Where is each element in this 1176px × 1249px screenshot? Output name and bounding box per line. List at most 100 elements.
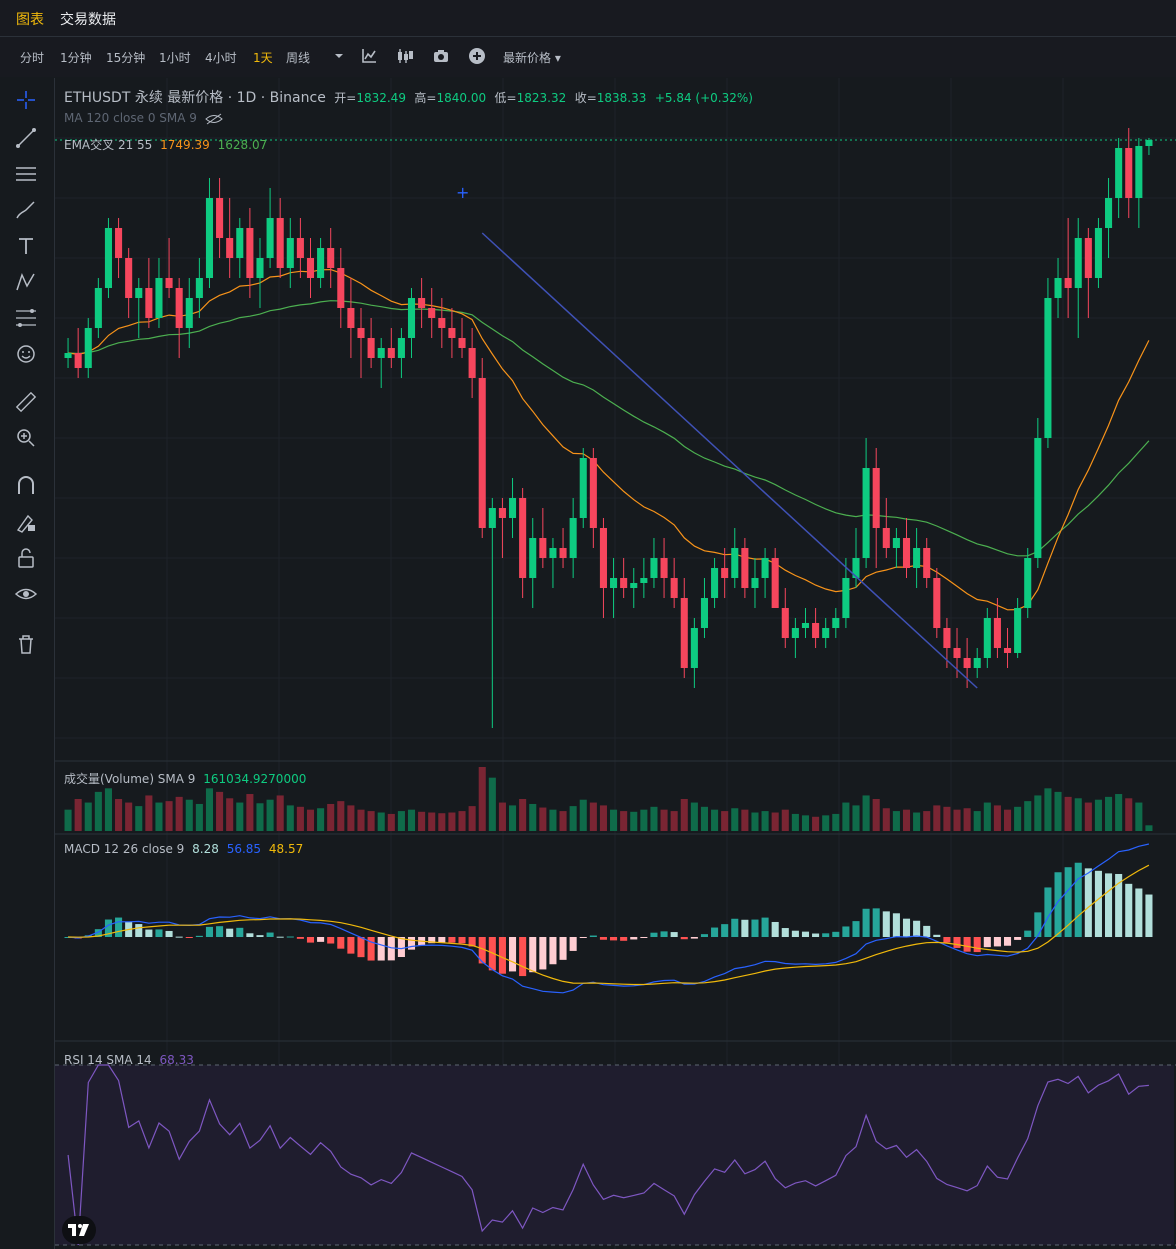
add-plus-icon[interactable]: [468, 47, 486, 65]
rsi-legend: RSI 14 SMA 14 68.33: [64, 1053, 198, 1067]
chart-panes: [55, 139, 1176, 1246]
rsi-value: 68.33: [159, 1053, 194, 1067]
horizontal-lines-icon[interactable]: [14, 162, 38, 186]
macd-histogram-bar: [286, 936, 294, 938]
candle-body: [1135, 146, 1143, 198]
volume-bar: [428, 812, 436, 831]
brush-icon[interactable]: [14, 198, 38, 222]
text-tool-icon[interactable]: [14, 234, 38, 258]
macd-label: MACD 12 26 close 9: [64, 842, 185, 856]
price-chart[interactable]: +: [55, 78, 1176, 1249]
timeframe-1d[interactable]: 1天: [253, 51, 273, 65]
ema55-path: [68, 300, 1150, 557]
candle-body: [670, 578, 678, 598]
candle-body: [973, 658, 981, 668]
candle-body: [640, 578, 648, 583]
timeframe-4h[interactable]: 4小时: [205, 51, 237, 65]
low-label: 低=: [494, 91, 517, 105]
macd-histogram-bar: [933, 934, 941, 937]
macd-histogram-bar: [135, 924, 143, 937]
open-value: 1832.49: [356, 91, 406, 105]
unlock-icon[interactable]: [14, 546, 38, 570]
fib-retracement-icon[interactable]: [14, 306, 38, 330]
macd-histogram-bar: [185, 937, 193, 938]
macd-histogram-bar: [387, 937, 395, 961]
candle-style-icon[interactable]: [396, 47, 414, 65]
trend-line-icon[interactable]: [14, 126, 38, 150]
volume-bar: [74, 799, 82, 831]
volume-bar: [640, 809, 648, 831]
volume-value: 161034.9270000: [203, 772, 307, 786]
macd-histogram-bar: [216, 926, 224, 937]
macd-histogram-bar: [175, 936, 183, 938]
volume-bar: [276, 795, 284, 831]
macd-histogram-bar: [1044, 887, 1052, 937]
candle-body: [569, 518, 577, 558]
volume-bar: [650, 806, 658, 831]
candle-body: [1145, 140, 1153, 146]
macd-histogram-bar: [640, 937, 648, 938]
price-type-dropdown[interactable]: 最新价格 ▾: [503, 49, 561, 66]
pattern-icon[interactable]: [14, 270, 38, 294]
candle-body: [357, 328, 365, 338]
timeframe-1m[interactable]: 1分钟: [60, 51, 92, 65]
macd-histogram-bar: [1115, 873, 1123, 937]
zoom-in-icon[interactable]: [14, 426, 38, 450]
tab-trading-data[interactable]: 交易数据: [60, 12, 116, 28]
macd-histogram-bar: [761, 917, 769, 937]
volume-bar: [852, 805, 860, 831]
hidden-eye-icon[interactable]: [204, 113, 223, 125]
candle-body: [165, 278, 173, 288]
timeframe-time[interactable]: 分时: [20, 51, 45, 65]
candle-body: [1074, 238, 1082, 288]
ruler-icon[interactable]: [14, 390, 38, 414]
volume-bar: [1074, 798, 1082, 831]
macd-histogram-bar: [347, 937, 355, 954]
trash-icon[interactable]: [14, 632, 38, 656]
timeframe-1h[interactable]: 1小时: [159, 51, 191, 65]
candle-body: [953, 648, 961, 658]
crosshair-icon[interactable]: [14, 88, 38, 112]
candle-body: [94, 288, 102, 328]
volume-bar: [1064, 796, 1072, 831]
magnet-icon[interactable]: [14, 474, 38, 498]
macd-histogram-bar: [428, 937, 436, 944]
candle-body: [872, 468, 880, 528]
emoji-icon[interactable]: [14, 342, 38, 366]
volume-bar: [933, 805, 941, 831]
eye-icon[interactable]: [14, 582, 38, 606]
macd-histogram-bar: [1125, 883, 1133, 937]
volume-bar: [751, 812, 759, 831]
candle-body: [286, 238, 294, 268]
candle-body: [135, 288, 143, 298]
drawing-toolbar: [0, 78, 55, 1249]
candle-body: [276, 218, 284, 268]
volume-bar: [579, 799, 587, 831]
volume-bar: [589, 802, 597, 831]
tab-chart[interactable]: 图表: [16, 12, 44, 28]
candle-body: [1014, 608, 1022, 653]
volume-bar: [791, 813, 799, 831]
volume-bar: [599, 805, 607, 831]
candle-body: [771, 558, 779, 608]
volume-bar: [1024, 801, 1032, 831]
chart-grid: [55, 78, 1176, 1249]
more-timeframes-chevron-icon[interactable]: [330, 47, 348, 65]
volume-bar: [397, 811, 405, 831]
volume-bar: [812, 816, 820, 831]
candle-body: [721, 568, 729, 578]
ma-label: MA 120 close 0 SMA 9: [64, 111, 197, 125]
candle-body: [791, 628, 799, 638]
volume-bar: [559, 811, 567, 831]
macd-histogram-bar: [539, 937, 547, 970]
tradingview-logo[interactable]: [62, 1216, 96, 1244]
candle-body: [751, 578, 759, 588]
candle-body: [347, 308, 355, 328]
lock-drawing-icon[interactable]: [14, 510, 38, 534]
rsi-band: [55, 1065, 1174, 1245]
indicators-icon[interactable]: [360, 47, 378, 65]
timeframe-15m[interactable]: 15分钟: [106, 51, 146, 65]
snapshot-camera-icon[interactable]: [432, 47, 450, 65]
timeframe-weekly[interactable]: 周线: [286, 51, 311, 65]
volume-bar: [822, 815, 830, 831]
